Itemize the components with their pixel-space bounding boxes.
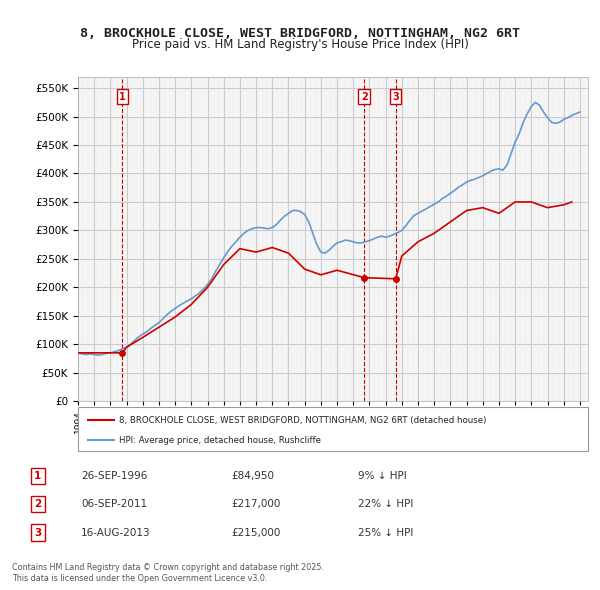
Text: 9% ↓ HPI: 9% ↓ HPI xyxy=(358,471,406,481)
Text: 1: 1 xyxy=(119,91,126,101)
Text: 16-AUG-2013: 16-AUG-2013 xyxy=(81,527,151,537)
Text: 2: 2 xyxy=(34,499,41,509)
Text: 3: 3 xyxy=(392,91,399,101)
Text: 1: 1 xyxy=(34,471,41,481)
Text: £84,950: £84,950 xyxy=(231,471,274,481)
Text: 8, BROCKHOLE CLOSE, WEST BRIDGFORD, NOTTINGHAM, NG2 6RT (detached house): 8, BROCKHOLE CLOSE, WEST BRIDGFORD, NOTT… xyxy=(119,416,486,425)
Text: 2: 2 xyxy=(361,91,368,101)
Text: 22% ↓ HPI: 22% ↓ HPI xyxy=(358,499,413,509)
Text: 26-SEP-1996: 26-SEP-1996 xyxy=(81,471,148,481)
FancyBboxPatch shape xyxy=(78,407,588,451)
Text: Price paid vs. HM Land Registry's House Price Index (HPI): Price paid vs. HM Land Registry's House … xyxy=(131,38,469,51)
Text: 3: 3 xyxy=(34,527,41,537)
Text: £217,000: £217,000 xyxy=(231,499,280,509)
Text: HPI: Average price, detached house, Rushcliffe: HPI: Average price, detached house, Rush… xyxy=(119,436,321,445)
Text: 25% ↓ HPI: 25% ↓ HPI xyxy=(358,527,413,537)
Text: 8, BROCKHOLE CLOSE, WEST BRIDGFORD, NOTTINGHAM, NG2 6RT: 8, BROCKHOLE CLOSE, WEST BRIDGFORD, NOTT… xyxy=(80,27,520,40)
Text: £215,000: £215,000 xyxy=(231,527,280,537)
Text: 06-SEP-2011: 06-SEP-2011 xyxy=(81,499,147,509)
Text: Contains HM Land Registry data © Crown copyright and database right 2025.
This d: Contains HM Land Registry data © Crown c… xyxy=(12,563,324,583)
